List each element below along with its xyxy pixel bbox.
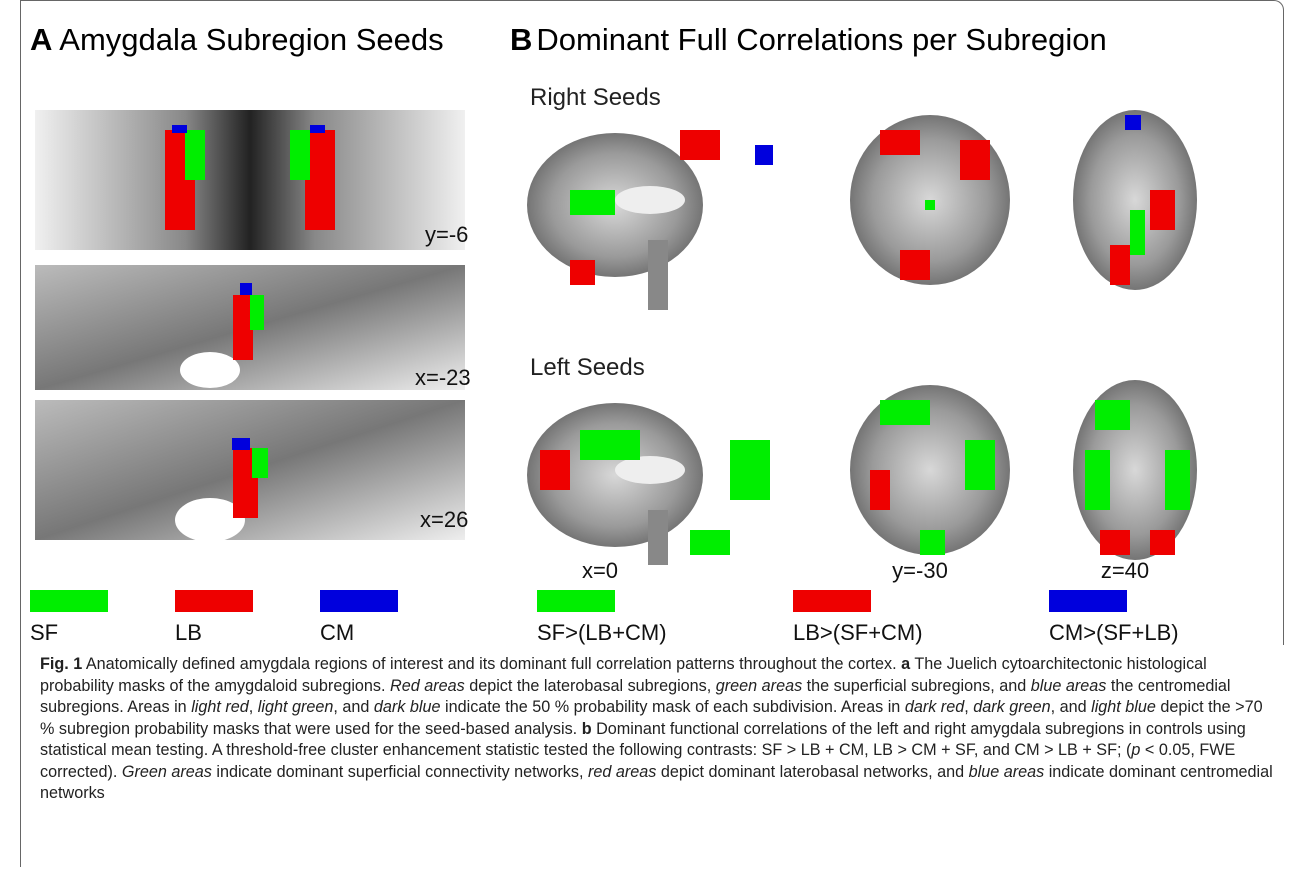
slice-label: x=26 [420, 507, 468, 532]
panel-title-text: Dominant Full Correlations per Subregion [536, 22, 1106, 57]
legend-swatch [793, 590, 871, 612]
slice-label: y=-6 [425, 222, 468, 247]
legend-swatch [175, 590, 253, 612]
panel-letter: B [510, 22, 532, 57]
legend-swatch [30, 590, 108, 612]
caption-run: dark blue [374, 698, 441, 716]
panel-title-text: Amygdala Subregion Seeds [59, 22, 443, 57]
caption-run: light red [191, 698, 249, 716]
slice-label: x=0 [582, 558, 618, 583]
panel-letter: A [30, 22, 52, 57]
legend-label: SF>(LB+CM) [537, 620, 667, 645]
slice-label: z=40 [1101, 558, 1149, 583]
caption-run: , [249, 698, 258, 716]
caption-run: , [964, 698, 973, 716]
caption-run: depict dominant laterobasal networks, an… [656, 763, 968, 781]
legend-label: CM [320, 620, 354, 645]
slice-label: x=-23 [415, 365, 471, 390]
sagittal-slice [35, 400, 465, 542]
coronal-brain [850, 385, 1010, 555]
legend-swatch [1049, 590, 1127, 612]
caption-run: blue areas [969, 763, 1045, 781]
legend-label: CM>(SF+LB) [1049, 620, 1179, 645]
brain-images [527, 110, 1197, 565]
caption-run: the superficial subregions, and [802, 677, 1031, 695]
caption-run: red areas [588, 763, 656, 781]
row-label: Left Seeds [530, 354, 645, 381]
caption-run: a [901, 655, 910, 673]
caption-run: Red areas [390, 677, 465, 695]
caption-run: , and [1051, 698, 1092, 716]
legend-label: LB>(SF+CM) [793, 620, 923, 645]
caption-run: indicate dominant superficial connectivi… [212, 763, 588, 781]
coronal-brain [850, 115, 1010, 285]
coronal-slice [35, 110, 465, 250]
caption-run: light green [258, 698, 334, 716]
caption-run: Green areas [122, 763, 212, 781]
caption-run: light blue [1091, 698, 1156, 716]
caption-run: depict the laterobasal subregions, [465, 677, 716, 695]
sagittal-brain [527, 403, 770, 565]
sagittal-slice [35, 265, 465, 390]
legend-label: SF [30, 620, 58, 645]
sagittal-brain [527, 130, 773, 310]
slice-label: y=-30 [892, 558, 948, 583]
caption-run: dark green [973, 698, 1050, 716]
caption-run: , and [333, 698, 374, 716]
legend-swatch [320, 590, 398, 612]
frame-line [20, 645, 21, 867]
panel-title: A Amygdala Subregion Seeds [30, 22, 444, 57]
caption-run: Fig. 1 [40, 655, 82, 673]
caption-run: green areas [716, 677, 802, 695]
legend-label: LB [175, 620, 202, 645]
caption-run: blue areas [1031, 677, 1107, 695]
legend-swatch [537, 590, 615, 612]
caption: Fig. 1 Anatomically defined amygdala reg… [40, 654, 1275, 805]
caption-run: dark red [905, 698, 964, 716]
axial-brain [1073, 110, 1197, 290]
caption-run: indicate the 50 % probability mask of ea… [441, 698, 905, 716]
axial-brain [1073, 380, 1197, 560]
caption-run: Anatomically defined amygdala regions of… [82, 655, 901, 673]
row-label: Right Seeds [530, 84, 661, 111]
caption-run: b [582, 720, 592, 738]
page: A Amygdala Subregion Seeds BDominant Ful… [0, 0, 1290, 875]
